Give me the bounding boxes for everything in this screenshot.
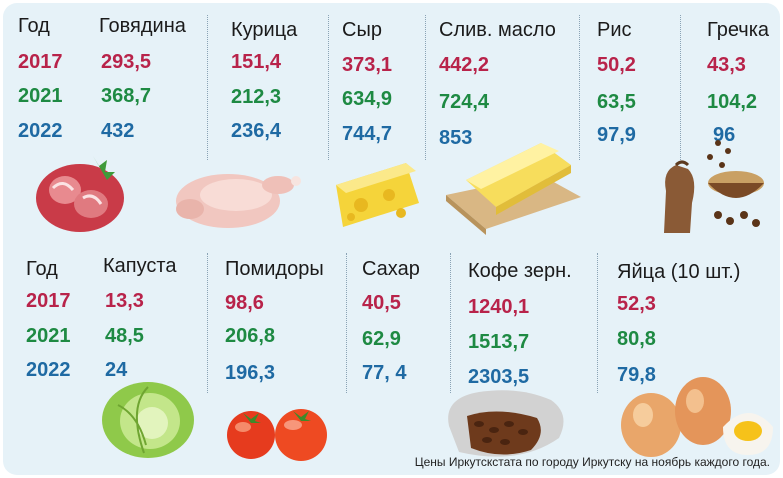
product-name-sugar: Сахар	[362, 258, 420, 280]
value-buckwheat-2017: 43,3	[707, 54, 746, 76]
chicken-icon	[176, 174, 301, 228]
year-2021-bottom: 2021	[26, 325, 71, 347]
value-coffee-2022: 2303,5	[468, 366, 530, 388]
value-coffee-2021: 1513,7	[468, 331, 530, 353]
value-cheese-2017: 373,1	[342, 54, 393, 76]
value-chicken-2022: 236,4	[231, 120, 282, 142]
year-2022-bottom: 2022	[26, 359, 71, 381]
product-name-butter: Слив. масло	[439, 19, 556, 41]
year-2021-top: 2021	[18, 85, 63, 107]
value-buckwheat-2021: 104,2	[707, 91, 758, 113]
value-beef-2017: 293,5	[101, 51, 152, 73]
column-divider	[450, 253, 451, 393]
value-sugar-2022: 77, 4	[362, 362, 407, 384]
value-chicken-2021: 212,3	[231, 86, 282, 108]
column-divider	[207, 253, 208, 393]
product-name-rice: Рис	[597, 19, 632, 41]
source-note: Цены Иркутскстата по городу Иркутску на …	[414, 455, 770, 469]
product-name-chicken: Курица	[231, 19, 298, 41]
rice-icon	[664, 140, 764, 233]
value-eggs-2022: 79,8	[617, 364, 656, 386]
value-butter-2022: 853	[439, 127, 473, 149]
product-name-buckwheat: Гречка	[707, 19, 770, 41]
product-name-coffee: Кофе зерн.	[468, 260, 572, 282]
year-2022-top: 2022	[18, 120, 63, 142]
value-buckwheat-2022: 96	[713, 124, 736, 146]
value-rice-2017: 50,2	[597, 54, 636, 76]
value-tomatoes-2017: 98,6	[225, 292, 264, 314]
beef-icon	[36, 156, 124, 232]
cabbage-icon	[102, 382, 194, 458]
year-header-top: Год	[18, 15, 50, 37]
value-eggs-2021: 80,8	[617, 328, 656, 350]
cheese-icon	[336, 163, 419, 227]
tomato-icon	[227, 409, 327, 461]
value-beef-2022: 432	[101, 120, 135, 142]
value-coffee-2017: 1240,1	[468, 296, 530, 318]
price-infographic: Год 2017 2021 2022 Говядина 293,5 368,7 …	[3, 3, 780, 475]
column-divider	[425, 15, 426, 160]
product-name-cheese: Сыр	[342, 19, 382, 41]
value-rice-2021: 63,5	[597, 91, 636, 113]
year-2017-bottom: 2017	[26, 290, 71, 312]
column-divider	[207, 15, 208, 160]
product-name-eggs: Яйца (10 шт.)	[617, 261, 741, 283]
value-beef-2021: 368,7	[101, 85, 152, 107]
butter-icon	[446, 143, 581, 235]
value-rice-2022: 97,9	[597, 124, 636, 146]
year-header-bottom: Год	[26, 258, 58, 280]
value-cheese-2022: 744,7	[342, 123, 393, 145]
value-eggs-2017: 52,3	[617, 293, 656, 315]
coffee-beans-icon	[448, 390, 564, 457]
value-cabbage-2017: 13,3	[105, 290, 144, 312]
value-tomatoes-2022: 196,3	[225, 362, 276, 384]
column-divider	[328, 15, 329, 160]
column-divider	[597, 253, 598, 393]
value-chicken-2017: 151,4	[231, 51, 282, 73]
product-name-beef: Говядина	[99, 15, 186, 37]
column-divider	[579, 15, 580, 160]
value-sugar-2017: 40,5	[362, 292, 401, 314]
value-cheese-2021: 634,9	[342, 88, 393, 110]
column-divider	[346, 253, 347, 393]
value-butter-2017: 442,2	[439, 54, 490, 76]
value-butter-2021: 724,4	[439, 91, 490, 113]
product-name-cabbage: Капуста	[103, 255, 177, 277]
value-tomatoes-2021: 206,8	[225, 325, 276, 347]
product-name-tomatoes: Помидоры	[225, 258, 324, 280]
eggs-icon	[621, 377, 773, 457]
column-divider	[680, 15, 681, 160]
value-sugar-2021: 62,9	[362, 328, 401, 350]
year-2017-top: 2017	[18, 51, 63, 73]
value-cabbage-2022: 24	[105, 359, 128, 381]
value-cabbage-2021: 48,5	[105, 325, 144, 347]
